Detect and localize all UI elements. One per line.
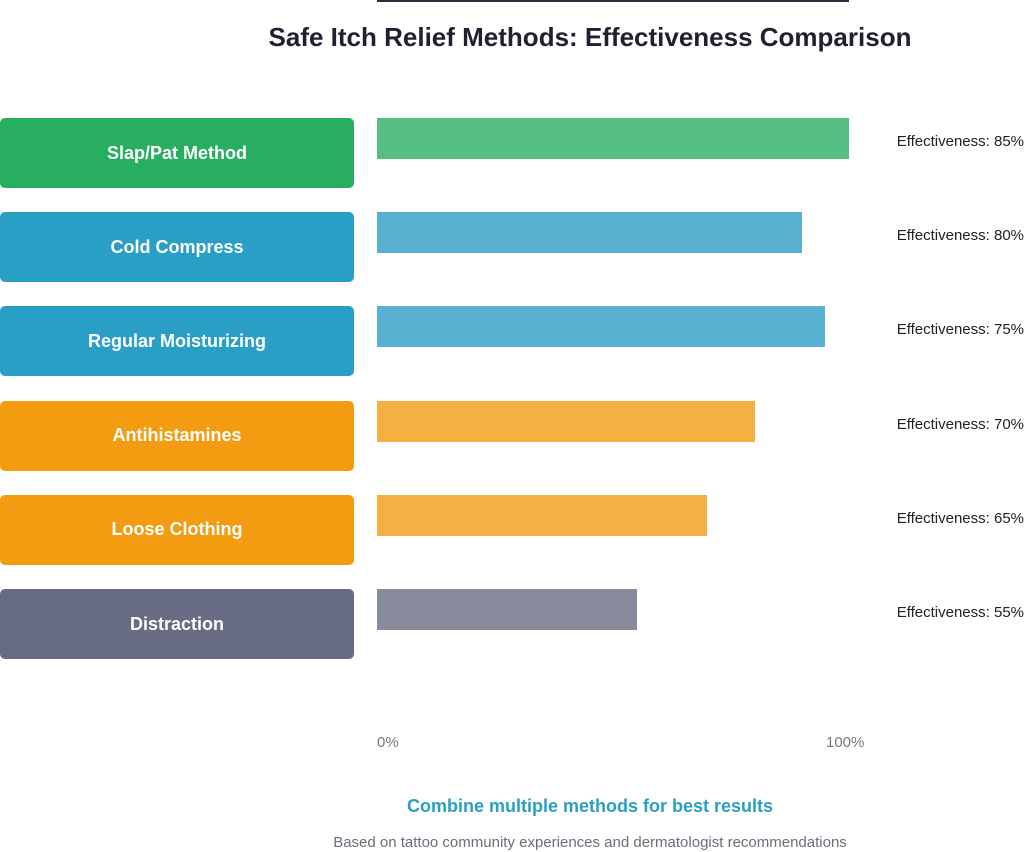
category-label: Cold Compress bbox=[0, 212, 354, 283]
category-label: Antihistamines bbox=[0, 400, 354, 471]
annotation: Combine multiple methods for best result… bbox=[406, 796, 774, 816]
value-label: Effectiveness: 80% bbox=[896, 227, 1024, 245]
bar bbox=[377, 306, 826, 348]
chart-title: Safe Itch Relief Methods: Effectiveness … bbox=[268, 22, 912, 52]
value-label: Effectiveness: 85% bbox=[896, 133, 1024, 150]
bar bbox=[377, 400, 755, 442]
bar bbox=[377, 589, 637, 630]
top-rule bbox=[377, 0, 849, 2]
bar bbox=[377, 494, 708, 536]
value-label: Effectiveness: 55% bbox=[896, 604, 1024, 621]
source-note: Based on tattoo community experiences an… bbox=[333, 834, 847, 851]
x-tick-0: 0% bbox=[377, 734, 399, 751]
category-label: Regular Moisturizing bbox=[0, 306, 354, 377]
value-label: Effectiveness: 75% bbox=[896, 321, 1024, 339]
category-label: Slap/Pat Method bbox=[0, 118, 354, 188]
category-label: Loose Clothing bbox=[0, 494, 354, 565]
value-label: Effectiveness: 65% bbox=[896, 509, 1024, 527]
x-tick-100: 100% bbox=[826, 734, 865, 751]
bar bbox=[377, 118, 849, 159]
value-label: Effectiveness: 70% bbox=[896, 415, 1024, 433]
category-label: Distraction bbox=[0, 589, 354, 659]
bar bbox=[377, 212, 802, 254]
